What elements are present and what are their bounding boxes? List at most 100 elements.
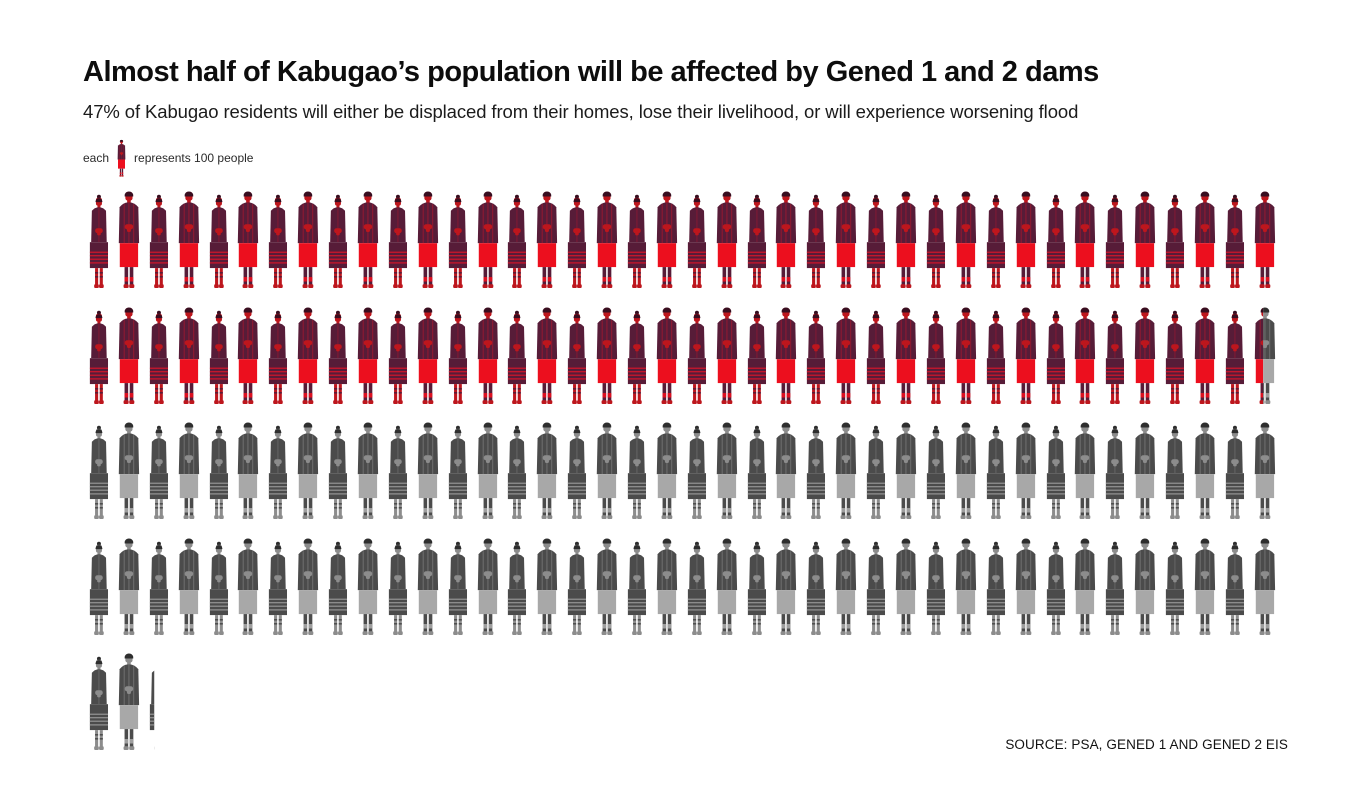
person-figure-affected: [174, 305, 204, 405]
person-icon: [921, 420, 951, 520]
person-figure-affected: [622, 305, 652, 405]
person-figure-affected: [562, 189, 592, 289]
person-figure-affected: [353, 189, 383, 289]
person-icon: [1100, 189, 1130, 289]
person-icon: [742, 189, 772, 289]
person-icon: [293, 420, 323, 520]
person-icon: [1160, 189, 1190, 289]
person-figure-unaffected: [861, 536, 891, 636]
person-icon: [951, 305, 981, 405]
person-icon: [1011, 189, 1041, 289]
person-icon: [981, 189, 1011, 289]
person-icon: [144, 536, 174, 636]
person-icon: [204, 420, 234, 520]
person-figure-affected: [532, 189, 562, 289]
person-icon: [233, 536, 263, 636]
person-figure-unaffected: [592, 420, 622, 520]
person-icon: [1190, 189, 1220, 289]
person-figure-unaffected: [473, 536, 503, 636]
person-icon: [413, 536, 443, 636]
person-figure-unaffected: [413, 536, 443, 636]
person-figure-affected: [742, 305, 772, 405]
person-icon: [1011, 305, 1041, 405]
person-figure-affected: [1220, 189, 1250, 289]
person-icon: [891, 189, 921, 289]
person-figure-unaffected: [831, 536, 861, 636]
pictogram-row: [84, 536, 1280, 636]
person-icon: [921, 536, 951, 636]
person-figure-unaffected: [562, 420, 592, 520]
person-figure-affected: [263, 189, 293, 289]
person-icon: [1041, 536, 1071, 636]
person-icon: [293, 536, 323, 636]
person-icon: [233, 420, 263, 520]
person-figure-unaffected: [1250, 420, 1280, 520]
person-icon: [1130, 536, 1160, 636]
person-icon: [413, 189, 443, 289]
person-figure-affected: [1011, 305, 1041, 405]
person-icon: [1220, 536, 1250, 636]
person-icon: [771, 189, 801, 289]
person-icon: [861, 536, 891, 636]
person-figure-unaffected: [114, 420, 144, 520]
person-icon: [1160, 536, 1190, 636]
person-icon: [951, 189, 981, 289]
person-icon: [1041, 305, 1071, 405]
person-figure-unaffected: [712, 420, 742, 520]
person-figure-affected: [502, 305, 532, 405]
person-icon: [712, 305, 742, 405]
person-figure-unaffected: [1011, 420, 1041, 520]
person-icon: [592, 420, 622, 520]
person-figure-affected: [323, 189, 353, 289]
person-figure-unaffected: [114, 651, 144, 751]
person-figure-unaffected: [293, 536, 323, 636]
person-figure-unaffected: [443, 420, 473, 520]
person-figure-affected: [473, 189, 503, 289]
person-icon: [473, 305, 503, 405]
person-figure-unaffected: [532, 420, 562, 520]
person-figure-affected: [443, 189, 473, 289]
person-figure-affected: [1190, 305, 1220, 405]
chart-subtitle: 47% of Kabugao residents will either be …: [83, 101, 1079, 122]
person-icon: [682, 189, 712, 289]
person-figure-affected: [981, 189, 1011, 289]
person-icon: [443, 536, 473, 636]
person-icon: [502, 189, 532, 289]
person-icon: [742, 305, 772, 405]
person-figure-affected: [473, 305, 503, 405]
chart-title: Almost half of Kabugao’s population will…: [83, 56, 1099, 88]
person-figure-unaffected: [174, 420, 204, 520]
legend: each represents 100 people: [83, 139, 253, 177]
person-figure-affected: [801, 189, 831, 289]
person-icon: [1130, 189, 1160, 289]
person-icon: [861, 420, 891, 520]
person-figure-unaffected: [921, 536, 951, 636]
person-icon: [981, 420, 1011, 520]
person-icon: [383, 536, 413, 636]
person-figure-affected: [1160, 189, 1190, 289]
person-figure-affected: [1220, 305, 1250, 405]
person-figure-unaffected: [473, 420, 503, 520]
person-figure-unaffected: [84, 420, 114, 520]
person-figure-unaffected: [502, 536, 532, 636]
person-figure-unaffected: [383, 420, 413, 520]
person-icon: [144, 305, 174, 405]
person-icon: [114, 536, 144, 636]
person-icon: [383, 420, 413, 520]
person-figure-affected: [323, 305, 353, 405]
person-figure-affected: [652, 189, 682, 289]
person-figure-unaffected: [1041, 536, 1071, 636]
legend-suffix-label: represents 100 people: [134, 151, 254, 165]
person-icon: [951, 536, 981, 636]
person-icon: [532, 420, 562, 520]
person-figure-unaffected: [682, 420, 712, 520]
person-icon: [114, 189, 144, 289]
person-icon: [353, 305, 383, 405]
person-icon: [951, 420, 981, 520]
person-figure-affected: [114, 189, 144, 289]
person-figure-affected: [1041, 305, 1071, 405]
person-icon: [801, 420, 831, 520]
person-icon: [443, 305, 473, 405]
person-icon: [174, 305, 204, 405]
person-figure-affected: [891, 189, 921, 289]
